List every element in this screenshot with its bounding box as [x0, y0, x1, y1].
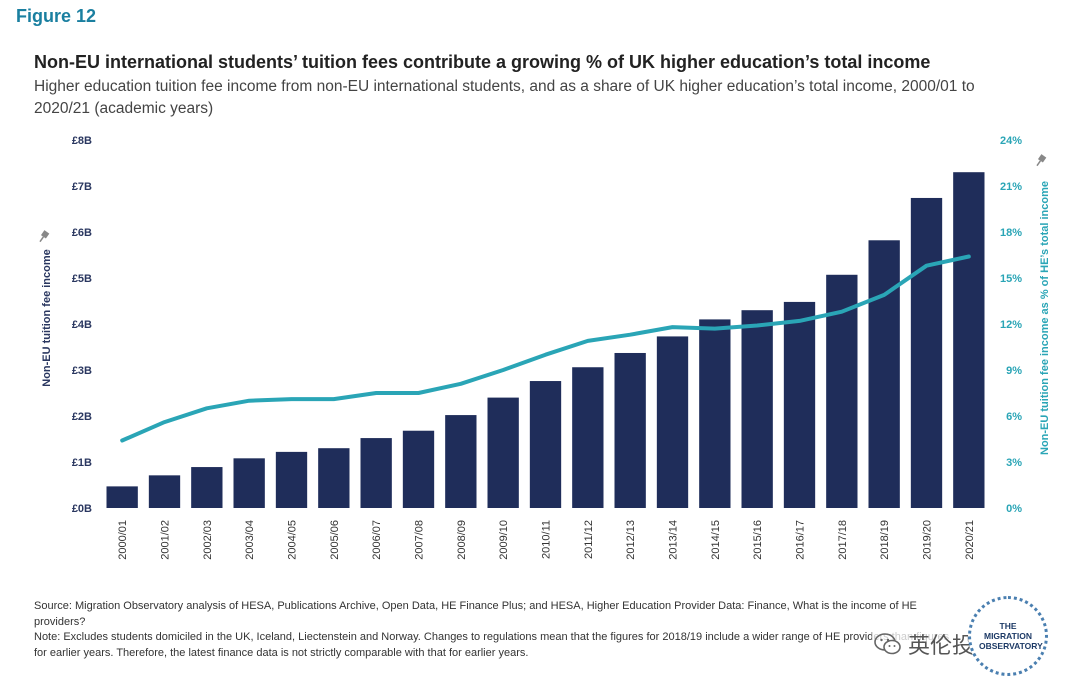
pin-icon[interactable] — [1035, 154, 1047, 167]
bar — [953, 172, 985, 508]
x-tick-label: 2015/16 — [752, 520, 764, 560]
pin-icon[interactable] — [38, 230, 50, 243]
chart-area: Non-EU tuition fee income Non-EU tuition… — [38, 135, 1051, 560]
bar — [741, 310, 773, 508]
x-tick-label: 2008/09 — [456, 520, 468, 560]
y-left-tick-label: £5B — [72, 273, 92, 285]
y-right-tick-label: 6% — [1006, 411, 1022, 423]
y-right-tick-label: 24% — [1000, 135, 1022, 147]
logo-text: THE MIGRATION OBSERVATORY — [979, 621, 1043, 651]
x-tick-label: 2005/06 — [329, 520, 341, 560]
figure-label: Figure 12 — [16, 6, 97, 26]
x-tick-label: 2013/14 — [668, 520, 680, 560]
chart-notes: Source: Migration Observatory analysis o… — [34, 599, 964, 661]
y-left-tick-label: £1B — [72, 457, 92, 469]
y-left-tick-label: £6B — [72, 227, 92, 239]
y-left-tick-label: £4B — [72, 319, 92, 331]
bar — [572, 367, 604, 508]
bar — [529, 381, 562, 508]
x-tick-label: 2006/07 — [371, 520, 383, 560]
x-tick-label: 2002/03 — [202, 520, 214, 560]
x-tick-label: 2004/05 — [287, 520, 299, 560]
x-tick-label: 2020/21 — [964, 520, 976, 560]
y-right-tick-label: 9% — [1006, 365, 1022, 377]
bar — [360, 438, 392, 508]
y-right-tick-label: 3% — [1006, 457, 1022, 469]
x-tick-label: 2007/08 — [414, 520, 426, 560]
x-tick-label: 2009/10 — [498, 520, 510, 560]
x-tick-label: 2012/13 — [625, 520, 637, 560]
bar — [699, 319, 731, 508]
bar — [233, 458, 265, 508]
bar — [656, 336, 689, 508]
x-tick-label: 2017/18 — [837, 520, 849, 560]
x-tick-label: 2011/12 — [583, 520, 595, 559]
bar — [487, 397, 519, 508]
y-left-tick-label: £8B — [72, 135, 92, 147]
y-left-tick-label: £2B — [72, 411, 92, 423]
bar — [275, 451, 308, 508]
x-tick-label: 2014/15 — [710, 520, 722, 560]
x-tick-label: 2018/19 — [879, 520, 891, 560]
bar — [106, 486, 138, 508]
y-left-tick-label: £0B — [72, 503, 92, 515]
bar — [318, 448, 350, 508]
bar — [910, 197, 943, 508]
y-right-tick-label: 18% — [1000, 227, 1022, 239]
chart-title: Non-EU international students’ tuition f… — [34, 52, 931, 72]
bar — [614, 352, 646, 508]
y-right-tick-label: 21% — [1000, 181, 1022, 193]
bar — [868, 240, 900, 508]
bar — [783, 301, 816, 508]
chart-subtitle: Higher education tuition fee income from… — [34, 78, 975, 117]
wechat-icon — [874, 633, 901, 655]
x-tick-label: 2000/01 — [117, 520, 129, 560]
bar — [191, 467, 223, 508]
bar — [402, 430, 435, 508]
x-tick-label: 2010/11 — [541, 520, 553, 559]
y-right-tick-label: 0% — [1006, 503, 1022, 515]
source-note: Source: Migration Observatory analysis o… — [34, 600, 917, 628]
exclusion-note: Note: Excludes students domiciled in the… — [34, 631, 950, 659]
bar — [445, 415, 477, 508]
y-right-tick-label: 12% — [1000, 319, 1022, 331]
y-left-tick-label: £3B — [72, 365, 92, 377]
x-tick-label: 2019/20 — [922, 520, 934, 560]
y-axis-left-title: Non-EU tuition fee income — [41, 249, 53, 387]
bar — [148, 475, 181, 508]
x-tick-label: 2003/04 — [244, 520, 256, 560]
share-line — [120, 254, 971, 443]
migration-observatory-logo: THE MIGRATION OBSERVATORY — [968, 596, 1048, 676]
x-tick-label: 2001/02 — [160, 520, 172, 560]
x-tick-label: 2016/17 — [795, 520, 807, 560]
y-left-tick-label: £7B — [72, 181, 92, 193]
y-axis-right-title: Non-EU tuition fee income as % of HE’s t… — [1039, 181, 1051, 455]
y-right-tick-label: 15% — [1000, 273, 1022, 285]
